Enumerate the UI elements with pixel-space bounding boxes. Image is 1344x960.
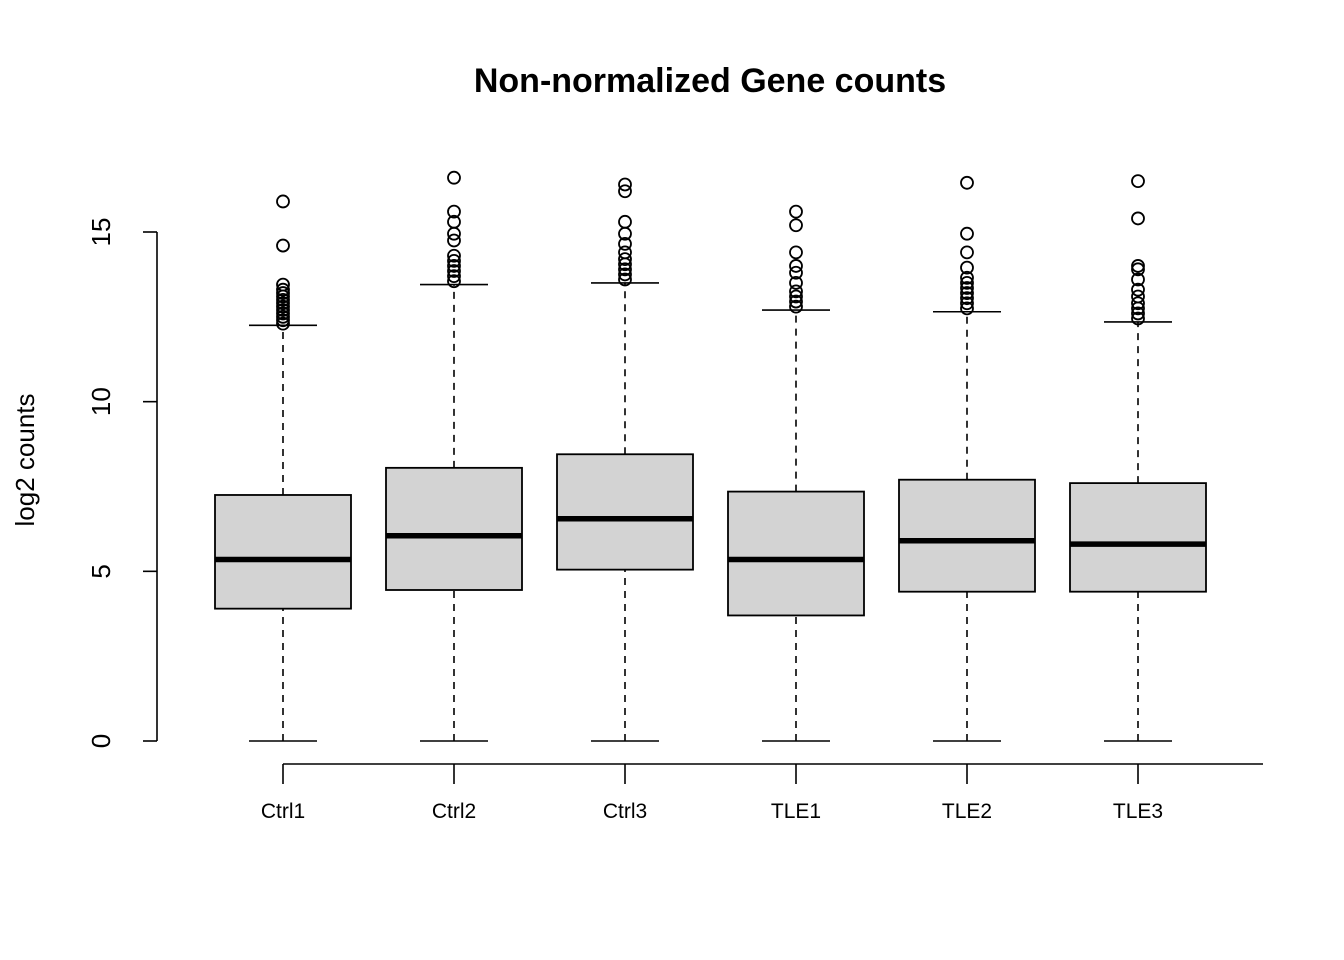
outlier-point <box>447 253 461 268</box>
outlier-point <box>618 245 632 260</box>
x-tick-label-TLE3: TLE3 <box>1113 800 1163 823</box>
outlier-point <box>618 236 632 251</box>
box-TLE2 <box>898 175 1036 742</box>
outlier-point <box>447 170 461 185</box>
box-Ctrl2 <box>385 170 523 742</box>
outlier-point <box>447 259 461 273</box>
iqr-box <box>214 494 352 610</box>
outlier-point <box>447 269 461 284</box>
y-axis: 0 5 10 15 <box>86 218 158 748</box>
outlier-point <box>789 299 803 314</box>
outlier-point <box>447 204 461 219</box>
x-axis: Ctrl1 Ctrl2 Ctrl3 TLE1 TLE2 TLE3 <box>261 763 1263 823</box>
chart-title: Non-normalized Gene counts <box>474 62 946 100</box>
outlier-point <box>447 274 461 289</box>
outlier-point <box>960 270 974 285</box>
outlier-point <box>447 248 461 263</box>
iqr-box <box>727 490 865 617</box>
outlier-point <box>789 289 803 304</box>
outlier-point <box>618 214 632 229</box>
outlier-point <box>789 294 803 309</box>
outlier-point <box>618 272 632 287</box>
y-tick-label-0: 0 <box>86 734 116 748</box>
outlier-point <box>960 286 974 300</box>
iqr-box <box>1069 482 1207 593</box>
outlier-point <box>789 275 803 290</box>
outlier-point <box>789 284 803 299</box>
outlier-point <box>1131 259 1145 273</box>
outlier-point <box>447 233 461 248</box>
outlier-point <box>618 267 632 282</box>
outlier-point <box>960 281 974 295</box>
outlier-point <box>276 194 290 209</box>
x-tick-label-Ctrl3: Ctrl3 <box>603 800 647 823</box>
outlier-point <box>447 214 461 229</box>
outlier-point <box>789 245 803 260</box>
box-Ctrl3 <box>556 177 694 742</box>
y-tick-label-5: 5 <box>86 564 116 578</box>
outlier-point <box>618 262 632 277</box>
box-TLE3 <box>1069 174 1207 742</box>
outlier-point <box>618 184 632 199</box>
x-tick-label-Ctrl1: Ctrl1 <box>261 800 305 823</box>
outlier-point <box>789 204 803 219</box>
outlier-point <box>960 275 974 290</box>
outlier-point <box>960 175 974 190</box>
x-tick-label-TLE1: TLE1 <box>771 800 821 823</box>
box-TLE1 <box>727 204 865 742</box>
outlier-point <box>789 265 803 280</box>
outlier-point <box>1131 311 1145 326</box>
y-axis-label: log2 counts <box>10 394 40 527</box>
boxes-group <box>214 170 1207 742</box>
x-tick-label-Ctrl2: Ctrl2 <box>432 800 476 823</box>
outlier-point <box>618 252 632 267</box>
outlier-point <box>960 291 974 306</box>
outlier-point <box>276 277 290 292</box>
outlier-point <box>960 301 974 316</box>
y-tick-label-10: 10 <box>86 387 116 416</box>
y-tick-label-15: 15 <box>86 218 116 247</box>
outlier-point <box>276 282 290 297</box>
outlier-point <box>1131 174 1145 189</box>
outlier-point <box>276 238 290 253</box>
outlier-point <box>960 260 974 275</box>
outlier-point <box>960 226 974 241</box>
outlier-point <box>447 264 461 278</box>
iqr-box <box>556 453 694 571</box>
outlier-point <box>1131 296 1145 311</box>
iqr-box <box>898 478 1036 593</box>
outlier-point <box>789 218 803 233</box>
outlier-point <box>960 296 974 311</box>
outlier-point <box>1131 272 1145 287</box>
outlier-point <box>960 245 974 260</box>
iqr-box <box>385 466 523 591</box>
box-Ctrl1 <box>214 194 352 742</box>
outlier-point <box>1131 289 1145 304</box>
x-tick-label-TLE2: TLE2 <box>942 800 992 823</box>
outlier-point <box>618 177 632 192</box>
outlier-point <box>1131 282 1145 297</box>
outlier-point <box>1131 306 1145 321</box>
outlier-point <box>1131 211 1145 226</box>
outlier-point <box>789 259 803 273</box>
